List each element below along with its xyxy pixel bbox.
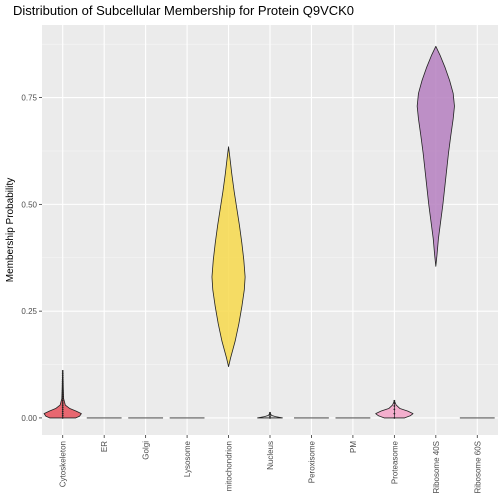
point-cytoskeleton (61, 376, 64, 379)
point-nucleus (269, 413, 271, 416)
grid-lines (42, 25, 498, 435)
point-cytoskeleton (61, 408, 64, 411)
point-cytoskeleton (61, 391, 64, 394)
point-cytoskeleton (61, 378, 64, 381)
point-cytoskeleton (61, 384, 64, 387)
x-axis-ticks: Cytoskeleton ER Golgi Lysosome mitochondrion… (59, 435, 482, 493)
x-tick-label: Ribosome 60S (473, 441, 482, 493)
point-proteasome (393, 399, 396, 402)
x-tick-label: PM (349, 441, 358, 453)
point-cytoskeleton (61, 374, 64, 377)
x-tick-label: Golgi (142, 441, 151, 460)
point-cytoskeleton (61, 410, 64, 413)
x-tick-label: Nucleus (266, 441, 275, 470)
point-cytoskeleton (61, 393, 64, 396)
point-cytoskeleton (61, 412, 64, 415)
x-tick-label: mitochondrion (225, 441, 234, 491)
point-cytoskeleton (61, 402, 64, 404)
y-axis-ticks: 0.00 0.25 0.50 0.75 (21, 94, 42, 423)
x-tick-label: ER (100, 441, 109, 452)
point-proteasome (393, 402, 396, 404)
x-tick-label: Peroxisome (307, 440, 316, 483)
point-cytoskeleton (61, 406, 64, 409)
violin-ribosome-40s (416, 45, 455, 267)
x-tick-label: Proteasome (390, 440, 399, 484)
y-tick-label: 0.25 (21, 307, 37, 316)
point-cytoskeleton (61, 387, 64, 389)
y-tick-label: 0.50 (21, 200, 37, 209)
point-cytoskeleton (61, 380, 64, 383)
point-cytoskeleton (61, 372, 64, 374)
y-tick-label: 0.00 (21, 414, 37, 423)
point-cytoskeleton (61, 370, 64, 372)
x-tick-label: Cytoskeleton (59, 441, 68, 487)
x-tick-label: Lysosome (183, 440, 192, 477)
point-nucleus (269, 411, 271, 414)
point-nucleus (269, 417, 271, 419)
chart-title: Distribution of Subcellular Membership f… (13, 3, 354, 18)
x-tick-label: Ribosome 40S (432, 441, 441, 493)
y-tick-label: 0.75 (21, 94, 37, 103)
y-axis-title: Membership Probability (5, 178, 16, 283)
point-cytoskeleton (61, 389, 64, 392)
point-cytoskeleton (61, 395, 64, 398)
point-cytoskeleton (61, 414, 64, 417)
point-cytoskeleton (61, 404, 64, 407)
violins (43, 45, 495, 419)
point-cytoskeleton (61, 417, 64, 419)
point-proteasome (393, 412, 396, 415)
point-cytoskeleton (61, 397, 64, 400)
point-cytoskeleton (61, 399, 64, 402)
point-proteasome (393, 405, 396, 407)
point-proteasome (393, 408, 396, 411)
point-nucleus (269, 415, 271, 418)
point-cytoskeleton (61, 382, 64, 385)
point-proteasome (393, 417, 396, 419)
violin-mitochondrion (211, 146, 246, 368)
